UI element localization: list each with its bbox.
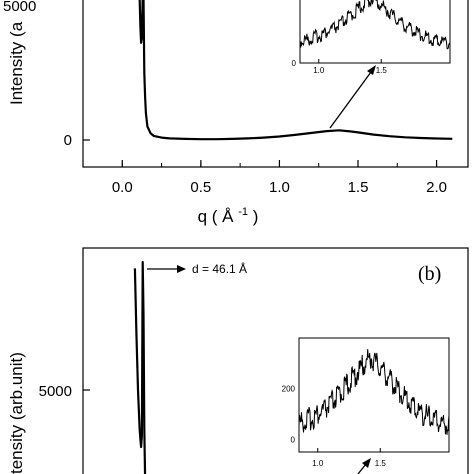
panel-b-inset-x-tick-label: 1.0 xyxy=(312,459,324,468)
panel-b-plot-frame xyxy=(82,247,469,474)
panel-b-y-axis-title: tensity (arb.unit) xyxy=(7,352,26,474)
panel-b-annotation: d = 46.1 Å xyxy=(192,261,247,276)
panel-a-plot-frame xyxy=(82,0,469,168)
panel-b-zoom-arrow xyxy=(357,463,367,474)
panel-a-inset-line xyxy=(299,0,451,50)
panel-a-y-top-tick-label: 5000 xyxy=(3,0,36,15)
panel-b-inset-y-tick-label: 200 xyxy=(282,385,296,394)
panel-a-x-tick-label: 0.5 xyxy=(190,179,211,196)
panel-a-x-tick-label: 2.0 xyxy=(426,179,447,196)
panel-b-inset-line xyxy=(298,349,450,435)
panel-a-zoom-arrowhead xyxy=(367,65,376,75)
panel-a-inset-frame xyxy=(299,0,451,64)
panel-a-x-tick-label: 1.0 xyxy=(269,179,290,196)
panel-a-x-axis-title-main: q ( Å xyxy=(198,207,235,226)
panel-b-inset-y-tick-label: 0 xyxy=(291,435,296,444)
panel-a-x-tick-label: 1.5 xyxy=(348,179,369,196)
panel-b-y-tick-label: 5000 xyxy=(39,383,72,400)
panel-a-x-axis-title: q ( Å -1 ) xyxy=(198,200,259,226)
panel-a-inset: 1.0 1.5 0 xyxy=(292,0,451,75)
panel-a-x-axis-title-end: ) xyxy=(253,207,259,226)
panel-b-y-ticks: 5000 xyxy=(39,383,90,400)
panel-a-x-ticks: 0.0 0.5 1.0 1.5 2.0 xyxy=(112,160,447,196)
panel-b: 5000 tensity (arb.unit) (b) d = 46.1 Å 1… xyxy=(7,247,469,474)
panel-a-y-axis-title: Intensity (a xyxy=(7,21,26,105)
panel-b-inset: 1.0 1.5 200 0 xyxy=(282,337,450,468)
panel-b-label: (b) xyxy=(418,263,441,285)
panel-a-inset-x-tick-label: 1.0 xyxy=(313,66,325,75)
panel-a-inset-x-tick-label: 1.5 xyxy=(376,66,388,75)
panel-a-x-axis-title-sup: -1 xyxy=(238,206,248,218)
panel-a-x-tick-label: 0.0 xyxy=(112,179,133,196)
panel-a-series-line xyxy=(138,0,453,141)
panel-b-inset-ticks: 1.0 1.5 200 0 xyxy=(282,385,387,468)
panel-b-zoom-arrowhead xyxy=(362,458,371,468)
panel-a-y-ticks: 0 xyxy=(64,132,90,149)
panel-a-inset-ticks: 1.0 1.5 0 xyxy=(292,59,388,75)
panel-b-annotation-arrowhead xyxy=(177,265,186,273)
panel-a-zoom-arrow xyxy=(329,71,372,129)
panel-b-inset-x-tick-label: 1.5 xyxy=(375,459,387,468)
panel-b-series-line xyxy=(133,260,147,474)
panel-a-y-tick-label: 0 xyxy=(64,132,72,149)
panel-a: 0.0 0.5 1.0 1.5 2.0 0 Intensity (a 5000 q ( … xyxy=(3,0,469,226)
panel-a-inset-y-tick-label: 0 xyxy=(292,59,297,68)
